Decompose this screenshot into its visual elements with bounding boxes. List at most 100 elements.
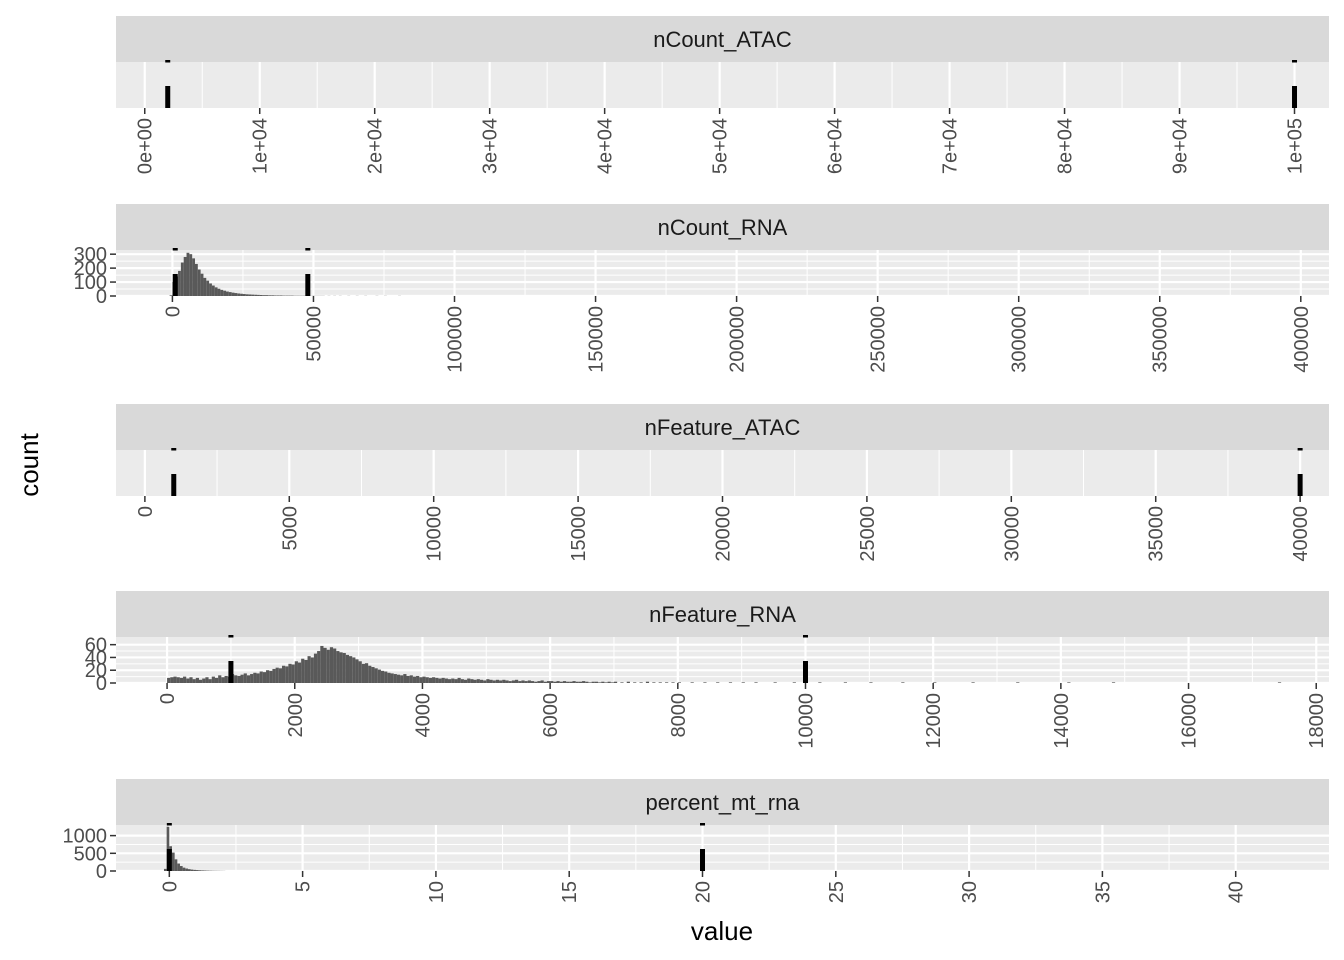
- x-tick-label: 8000: [668, 693, 690, 738]
- histogram-bar: [406, 675, 410, 683]
- histogram-bar: [546, 681, 551, 683]
- histogram-bar: [594, 681, 599, 683]
- x-tick-label: 10000: [424, 506, 446, 562]
- histogram-bar: [352, 657, 356, 683]
- histogram-bar: [530, 681, 535, 683]
- histogram-bar: [495, 679, 500, 683]
- histogram-bar: [323, 647, 327, 683]
- x-tick-label: 5000: [279, 506, 301, 551]
- histogram-bar: [384, 671, 388, 683]
- histogram-bar: [231, 292, 235, 296]
- histogram-bar: [203, 277, 207, 296]
- histogram-bar: [197, 269, 201, 296]
- x-tick-label: 9e+04: [1170, 118, 1192, 174]
- histogram-bar: [658, 682, 662, 683]
- histogram-bar: [534, 681, 538, 683]
- y-tick-label: 100: [74, 272, 107, 294]
- histogram-bar: [253, 672, 257, 683]
- threshold-line: [802, 661, 808, 683]
- histogram-bar: [194, 263, 198, 296]
- x-tick-label: 100000: [445, 306, 467, 373]
- histogram-bar: [294, 661, 298, 683]
- threshold-line: [228, 661, 234, 683]
- facet-strip: [116, 204, 1329, 250]
- histogram-bar: [234, 293, 238, 296]
- histogram-bar: [521, 680, 525, 683]
- histogram-bar: [209, 283, 212, 296]
- histogram-bar: [170, 677, 174, 683]
- histogram-bar: [201, 870, 204, 871]
- threshold-line: [172, 274, 178, 296]
- histogram-bar: [591, 681, 595, 683]
- histogram-bar: [259, 295, 263, 296]
- histogram-bar: [543, 681, 547, 683]
- y-tick-label: 500: [74, 843, 107, 865]
- histogram-bar: [463, 679, 468, 683]
- histogram-bar: [467, 678, 471, 683]
- facet-strip: [116, 16, 1329, 62]
- histogram-bar: [271, 295, 274, 296]
- histogram-bar: [198, 870, 202, 871]
- histogram-bar: [380, 670, 385, 683]
- x-tick-label: 1e+05: [1285, 118, 1307, 174]
- histogram-bar: [342, 652, 346, 683]
- histogram-bar: [374, 668, 378, 683]
- histogram-bar: [572, 681, 576, 683]
- threshold-line: [305, 274, 311, 296]
- histogram-bar: [265, 295, 269, 296]
- threshold-cap: [700, 823, 706, 826]
- threshold-line: [166, 849, 172, 871]
- histogram-bar: [422, 676, 426, 683]
- histogram-bar: [1016, 682, 1020, 683]
- histogram-bar: [412, 676, 417, 683]
- histogram-bar: [220, 289, 224, 296]
- facet-strip-label: nFeature_ATAC: [645, 415, 801, 440]
- threshold-cap: [166, 823, 172, 826]
- x-tick-label: 35: [1092, 881, 1114, 903]
- x-tick-label: 12000: [923, 693, 945, 749]
- histogram-bar: [479, 679, 484, 683]
- histogram-bar: [613, 681, 618, 683]
- histogram-bar: [556, 681, 560, 683]
- histogram-bar: [192, 679, 196, 683]
- histogram-bar: [179, 677, 184, 683]
- histogram-bar: [336, 651, 340, 683]
- histogram-bar: [355, 659, 359, 683]
- histogram-bar: [396, 674, 401, 683]
- histogram-bar: [226, 291, 229, 296]
- histogram-bar: [645, 681, 650, 683]
- x-tick-label: 0: [135, 506, 157, 517]
- histogram-bar: [186, 678, 190, 683]
- histogram-bar: [189, 254, 193, 296]
- histogram-bar: [550, 681, 554, 683]
- histogram-bar: [279, 295, 283, 296]
- histogram-bar: [428, 677, 433, 683]
- histogram-bar: [575, 681, 579, 683]
- y-tick-label: 0: [96, 286, 107, 308]
- histogram-bar: [183, 676, 187, 683]
- histogram-bar: [728, 682, 733, 683]
- histogram-bar: [169, 295, 173, 296]
- histogram-bar: [610, 682, 614, 683]
- histogram-bar: [578, 681, 583, 683]
- histogram-bar: [901, 682, 905, 683]
- histogram-bar: [400, 675, 404, 683]
- histogram-bar: [843, 682, 847, 683]
- histogram-bar: [240, 674, 244, 683]
- histogram-bar: [190, 869, 194, 871]
- histogram-bar: [607, 681, 611, 683]
- y-tick-label: 200: [74, 258, 107, 280]
- histogram-bar: [451, 678, 455, 683]
- histogram-bar: [206, 280, 210, 296]
- histogram-bar: [205, 677, 209, 683]
- x-tick-label: 10000: [795, 693, 817, 749]
- x-tick-label: 0: [157, 693, 179, 704]
- histogram-bar: [276, 295, 280, 296]
- facet-nFeature_RNA: nFeature_RNA 0 2000 4000 6000 8000 10000 12000 1…: [85, 591, 1329, 749]
- histogram-bar: [349, 656, 353, 683]
- x-tick-label: 150000: [586, 306, 608, 373]
- histogram-bar: [317, 651, 321, 683]
- x-tick-label: 14000: [1051, 693, 1073, 749]
- histogram-bar: [173, 676, 177, 683]
